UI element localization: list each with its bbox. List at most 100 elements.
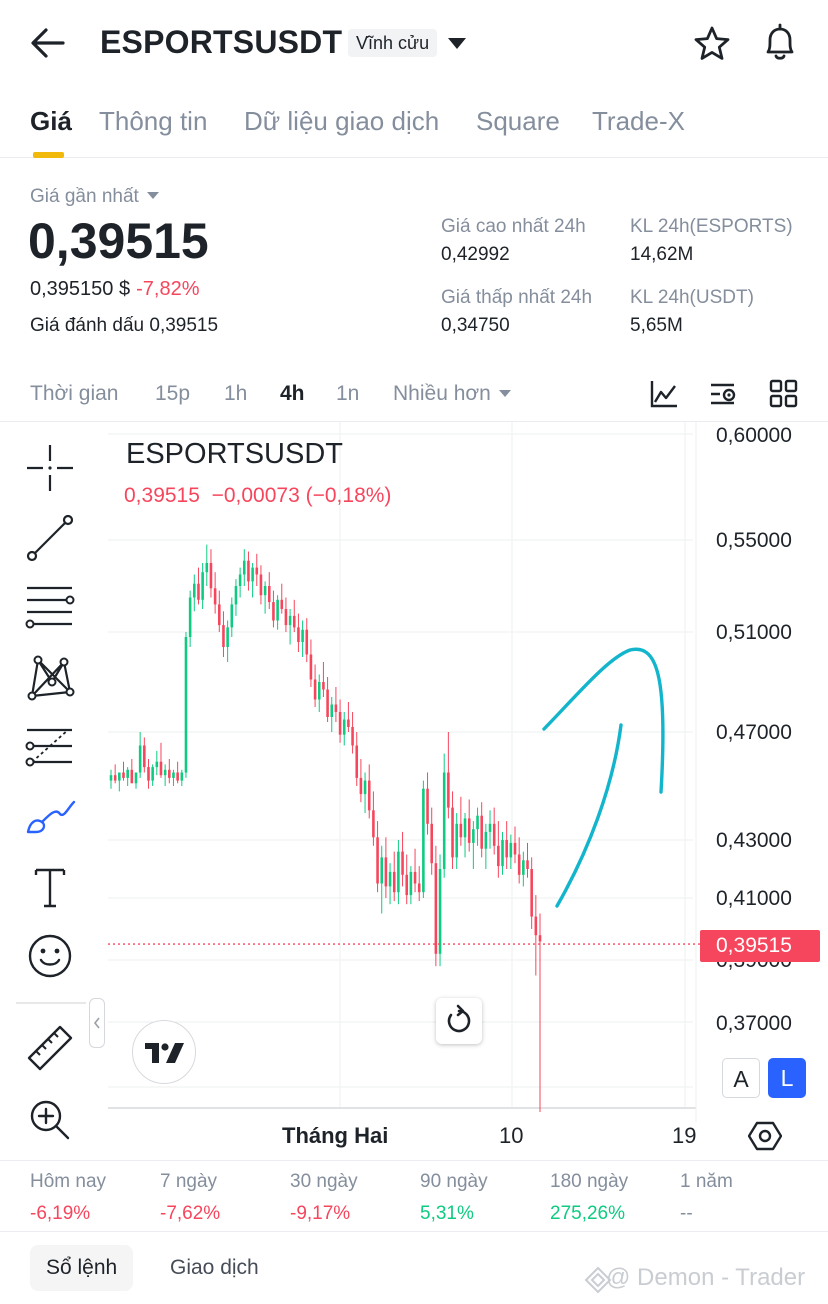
brush-tool-icon[interactable] — [24, 792, 76, 844]
candle-body — [213, 588, 217, 605]
toolbar-collapse-handle[interactable] — [89, 998, 105, 1048]
perf-90d: 90 ngày 5,31% — [420, 1171, 488, 1225]
interval-1h[interactable]: 1h — [224, 382, 248, 405]
bell-icon[interactable] — [760, 22, 800, 64]
candle-body — [247, 560, 250, 582]
contract-type-badge: Vĩnh cửu — [348, 29, 438, 57]
perf-label: 1 năm — [680, 1171, 733, 1192]
candle-body — [384, 857, 388, 887]
tab-trading-data[interactable]: Dữ liệu giao dịch — [244, 106, 440, 136]
perf-label: 7 ngày — [160, 1171, 218, 1192]
favorite-star-icon[interactable] — [692, 24, 732, 64]
interval-15m[interactable]: 15p — [155, 382, 191, 405]
log-scale-button[interactable]: L — [768, 1058, 806, 1098]
tab-order-book[interactable]: Sổ lệnh — [30, 1245, 134, 1291]
candle-body — [272, 602, 275, 621]
x-axis-label: Tháng Hai — [282, 1123, 389, 1148]
chart-info-change: −0,00073 — [211, 484, 300, 507]
fibonacci-tool-icon[interactable] — [24, 722, 76, 774]
perf-value: -9,17% — [290, 1203, 351, 1224]
grid-layout-icon[interactable] — [768, 378, 800, 410]
current-price-tag: 0,39515 — [700, 930, 820, 962]
pattern-tool-icon[interactable] — [24, 652, 76, 704]
candle-body — [367, 780, 371, 811]
candle-body — [180, 772, 184, 781]
candle-body — [392, 871, 396, 893]
usd-price: 0,395150 $ — [30, 278, 131, 300]
performance-bar: Hôm nay -6,19% 7 ngày -7,62% 30 ngày -9,… — [0, 1160, 828, 1232]
tab-price[interactable]: Giá — [30, 106, 72, 136]
symbol-dropdown-icon[interactable] — [448, 38, 466, 49]
stat-value: 0,34750 — [441, 315, 510, 336]
indicator-icon[interactable] — [648, 378, 680, 410]
symbol-title[interactable]: ESPORTSUSDT — [100, 24, 343, 60]
y-axis-label: 0,41000 — [716, 887, 792, 910]
reset-icon — [447, 1004, 471, 1033]
last-price-label: Giá gần nhất — [30, 186, 139, 207]
candle-body — [226, 627, 229, 647]
interval-time-label[interactable]: Thời gian — [30, 382, 119, 405]
candlestick-chart[interactable] — [108, 422, 828, 1122]
horizontal-lines-tool-icon[interactable] — [24, 582, 76, 634]
candle-body — [509, 842, 513, 858]
interval-bar: Thời gian 15p 1h 4h 1n Nhiều hơn — [0, 370, 828, 422]
interval-4h[interactable]: 4h — [280, 382, 305, 405]
candle-body — [517, 854, 521, 875]
perf-value: -6,19% — [30, 1203, 91, 1224]
tab-trades[interactable]: Giao dịch — [170, 1256, 259, 1279]
chart-hex-settings-icon[interactable] — [748, 1120, 782, 1152]
candle-body — [130, 769, 134, 784]
ruler-tool-icon[interactable] — [24, 1022, 76, 1074]
chart-settings-icon[interactable] — [708, 378, 740, 410]
last-price-selector[interactable]: Giá gần nhất — [30, 186, 159, 208]
trend-line-tool-icon[interactable] — [24, 512, 76, 564]
price-change-percent: -7,82% — [136, 278, 200, 300]
back-arrow-icon[interactable] — [30, 26, 66, 60]
brush-stroke-line — [555, 723, 623, 908]
text-tool-icon[interactable] — [24, 862, 76, 914]
candle-body — [472, 829, 475, 843]
tab-square[interactable]: Square — [476, 106, 560, 136]
caret-down-icon — [498, 390, 511, 397]
candle-body — [172, 772, 175, 778]
candle-body — [438, 869, 442, 954]
auto-scale-button[interactable]: A — [722, 1058, 760, 1098]
perf-label: 180 ngày — [550, 1171, 629, 1192]
candle-body — [338, 712, 342, 735]
candle-body — [388, 871, 392, 887]
candle-body — [234, 586, 238, 605]
tradingview-logo[interactable] — [132, 1020, 196, 1084]
tab-info[interactable]: Thông tin — [99, 106, 208, 136]
candle-body — [317, 682, 321, 700]
perf-1y: 1 năm -- — [680, 1171, 733, 1225]
candle-body — [484, 831, 488, 849]
watermark-logo-icon — [584, 1266, 612, 1294]
interval-more[interactable]: Nhiều hơn — [393, 382, 511, 406]
candle-body — [334, 704, 338, 712]
candle-body — [184, 637, 188, 773]
candle-body — [526, 860, 529, 869]
interval-1d[interactable]: 1n — [336, 382, 360, 405]
tab-trade-x[interactable]: Trade-X — [592, 106, 685, 136]
perf-7d: 7 ngày -7,62% — [160, 1171, 220, 1225]
candle-body — [222, 625, 225, 647]
crosshair-tool-icon[interactable] — [24, 442, 76, 494]
stat-24h-low: Giá thấp nhất 24h 0,34750 — [441, 287, 592, 337]
header: ESPORTSUSDT Vĩnh cửu — [0, 0, 828, 88]
candle-body — [280, 599, 284, 609]
candle-body — [422, 788, 425, 893]
candle-body — [501, 840, 504, 867]
candle-body — [467, 818, 471, 843]
candle-body — [309, 654, 313, 680]
zoom-in-icon[interactable] — [24, 1094, 76, 1146]
reset-chart-button[interactable] — [436, 998, 482, 1044]
candle-body — [530, 869, 533, 917]
candle-body — [205, 563, 209, 573]
chart-ohlc-info: 0,39515 −0,00073 (−0,18%) — [124, 484, 391, 508]
candle-body — [326, 689, 329, 717]
stat-value: 5,65M — [630, 315, 683, 336]
emoji-tool-icon[interactable] — [24, 930, 76, 982]
candle-body — [397, 851, 400, 893]
candle-body — [455, 823, 458, 858]
candle-body — [522, 860, 525, 875]
